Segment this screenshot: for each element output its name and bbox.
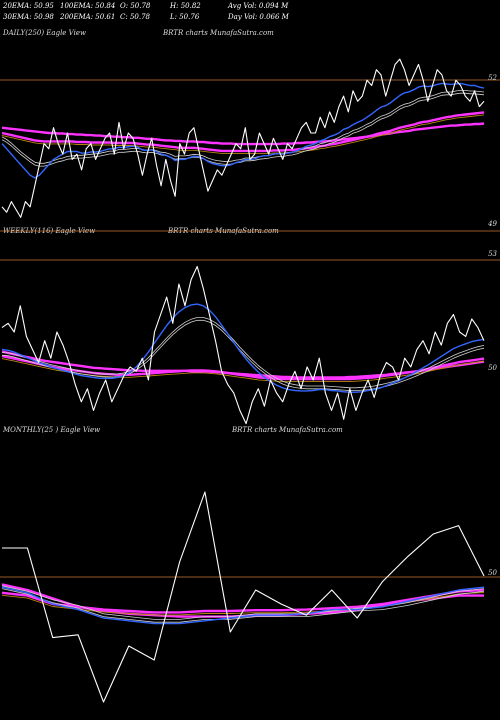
weekly-ema30-line-4 — [1, 319, 485, 392]
header-avg-vol: Avg Vol: 0.094 M — [228, 2, 289, 10]
daily-ema30-line-4 — [1, 92, 485, 167]
weekly-y-tick-0: 53 — [488, 250, 497, 258]
monthly-ema30-line-3 — [1, 585, 485, 620]
daily-ema100-line-1 — [1, 114, 485, 154]
weekly-ema20-line-5 — [1, 303, 485, 393]
monthly-y-tick-0: 50 — [488, 569, 497, 577]
daily-panel-title: DAILY(250) Eagle View — [3, 29, 86, 37]
daily-y-tick-1: 49 — [487, 220, 497, 228]
daily-ema30-line-3 — [1, 90, 485, 164]
header-high: H: 50.82 — [170, 2, 201, 10]
header-day-vol: Day Vol: 0.066 M — [228, 13, 289, 21]
monthly-panel-title: MONTHLY(25 ) Eagle View — [3, 426, 101, 434]
header-30ema: 30EMA: 50.98 — [3, 13, 54, 21]
daily-ema100-line-2 — [1, 111, 485, 153]
monthly-ema30-line-4 — [1, 588, 485, 623]
header-100ema: 100EMA: 50.84 — [60, 2, 116, 10]
monthly-ema20-line-5 — [1, 586, 485, 625]
daily-price-line-6 — [1, 58, 485, 218]
header-open: O: 50.78 — [120, 2, 151, 10]
daily-y-tick-0: 52 — [488, 74, 497, 82]
monthly-watermark: BRTR charts MunafaSutra.com — [232, 426, 343, 434]
daily-ema20-line-5 — [1, 82, 485, 179]
weekly-y-tick-1: 50 — [488, 364, 497, 372]
header-20ema: 20EMA: 50.95 — [3, 2, 54, 10]
weekly-ema100-line-2 — [1, 354, 485, 381]
weekly-price-line-6 — [1, 265, 485, 425]
monthly-price-line-6 — [2, 491, 485, 703]
header-200ema: 200EMA: 50.61 — [60, 13, 116, 21]
daily-ema200-line-0 — [1, 122, 485, 146]
header-close: C: 50.78 — [120, 13, 150, 21]
daily-watermark: BRTR charts MunafaSutra.com — [163, 29, 274, 37]
header-low: L: 50.76 — [170, 13, 200, 21]
